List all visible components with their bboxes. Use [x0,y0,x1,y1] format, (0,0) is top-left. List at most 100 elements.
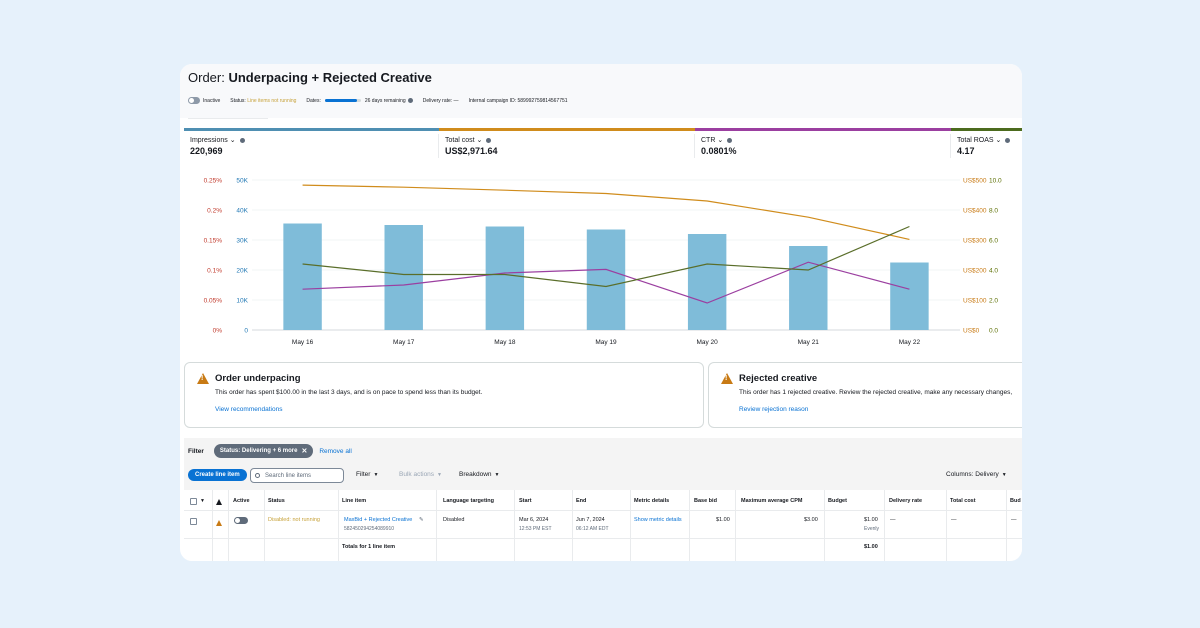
impressions-axis-tick: 50K [236,178,248,185]
filter-bar: Filter Status: Delivering + 6 more ✕ Remo… [188,444,352,458]
divider [572,490,573,561]
line-item-id: 582450294254089910 [344,526,395,532]
metric-label: Impressions ⌄ [190,136,245,144]
divider [436,490,437,561]
row-checkbox[interactable] [190,518,197,525]
chevron-down-icon[interactable]: ⌄ [995,137,1002,144]
col-bud[interactable]: Bud [1010,498,1021,504]
col-start[interactable]: Start [519,498,532,504]
divider [950,134,951,158]
col-language[interactable]: Language targeting [443,498,495,504]
ctr-axis-tick: 0% [213,328,223,335]
impressions-axis-tick: 0 [244,328,248,335]
view-recommendations-link[interactable]: View recommendations [215,406,283,413]
row-start-date: Mar 6, 2024 [519,517,549,523]
info-icon[interactable] [727,137,733,143]
metric-ctr[interactable]: CTR ⌄ 0.0801% [695,128,951,158]
filter-dropdown[interactable]: Filter ▼ [356,471,379,478]
warning-icon [197,373,209,384]
col-max-cpm[interactable]: Maximum average CPM [741,498,803,504]
col-line-item[interactable]: Line item [342,498,367,504]
status-toggle-label: Inactive [203,97,221,104]
impressions-axis-tick: 20K [236,268,248,275]
search-input[interactable]: Search line items [250,468,344,483]
impressions-axis-tick: 30K [236,238,248,245]
divider [884,490,885,561]
roas-axis-tick: 4.0 [989,268,998,275]
order-meta: Inactive Status: Line items not running … [188,97,578,104]
status-toggle[interactable]: Inactive [188,97,220,104]
cost-axis-tick: US$300 [963,238,987,245]
info-icon[interactable] [407,97,413,103]
chevron-down-icon[interactable]: ⌄ [476,137,483,144]
chevron-down-icon: ▼ [1001,472,1007,478]
info-icon[interactable] [1005,137,1011,143]
dates-progress-bar [324,98,361,102]
breakdown-dropdown[interactable]: Breakdown ▼ [459,471,500,478]
chart-bar [789,246,828,330]
review-rejection-reason-link[interactable]: Review rejection reason [739,406,809,413]
metric-impressions[interactable]: Impressions ⌄ 220,969 [184,128,439,158]
x-axis-tick: May 18 [494,339,516,346]
bulk-actions-dropdown[interactable]: Bulk actions ▼ [399,471,442,478]
chevron-down-icon[interactable]: ⌄ [717,137,724,144]
active-toggle[interactable] [234,517,248,524]
show-metric-details-link[interactable]: Show metric details [634,517,682,523]
roas-axis-tick: 2.0 [989,298,998,305]
performance-chart: 0% 0.05% 0.1% 0.15% 0.2% 0.25% 0 10K 20K 30K 40K 50… [204,178,1002,347]
columns-dropdown[interactable]: Columns: Delivery ▼ [946,471,1007,478]
col-base-bid[interactable]: Base bid [694,498,717,504]
remove-all-link[interactable]: Remove all [319,447,352,455]
chevron-down-icon[interactable]: ⌄ [229,137,236,144]
chart-bar [283,223,322,330]
divider [438,134,439,158]
line-item-link[interactable]: MaxBid + Rejected Creative [344,517,413,523]
order-name: Underpacing + Rejected Creative [228,70,432,85]
warning-icon [216,520,222,526]
filter-label: Filter [188,447,204,455]
totals-budget: $1.00 [864,544,878,550]
col-delivery-rate[interactable]: Delivery rate [889,498,923,504]
row-delivery-rate: — [890,517,896,523]
col-end[interactable]: End [576,498,587,504]
roas-axis-tick: 6.0 [989,238,998,245]
internal-id: Internal campaign ID: 589992759814567751 [468,97,568,104]
metric-total-cost[interactable]: Total cost ⌄ US$2,971.64 [439,128,695,158]
roas-axis-tick: 8.0 [989,208,998,215]
select-all-checkbox[interactable] [190,498,197,505]
metric-total-roas[interactable]: Total ROAS ⌄ 4.17 [951,128,1022,158]
col-active[interactable]: Active [233,498,250,504]
row-status: Disabled: not running [268,517,320,523]
close-icon[interactable]: ✕ [301,448,308,455]
chevron-down-icon: ▼ [494,472,500,478]
alert-title: Order underpacing [215,373,301,384]
col-status[interactable]: Status [268,498,285,504]
dates-progress-fill [324,98,358,102]
chart-line-cost [302,184,910,240]
ctr-axis-tick: 0.25% [204,178,223,185]
info-icon[interactable] [486,137,492,143]
divider [694,134,695,158]
chart-bar [586,229,626,330]
impressions-axis-tick: 10K [236,298,248,305]
edit-icon[interactable]: ✎ [419,517,424,523]
chevron-down-icon[interactable]: ▼ [200,498,205,504]
metric-value: 4.17 [957,146,975,156]
info-icon[interactable] [239,137,245,143]
create-line-item-button[interactable]: Create line item [188,469,247,481]
metric-label: Total ROAS ⌄ [957,136,1011,144]
table-toolbar: Create line item Search line items Filte… [188,468,1014,484]
col-total-cost[interactable]: Total cost [950,498,976,504]
chart-bar [687,234,727,330]
chart-bar [485,226,525,330]
status-filter-chip[interactable]: Status: Delivering + 6 more ✕ [213,444,314,458]
col-metric[interactable]: Metric details [634,498,670,504]
chevron-down-icon: ▼ [373,472,379,478]
col-budget[interactable]: Budget [828,498,847,504]
totals-label: Totals for 1 line item [342,544,396,550]
divider [264,490,265,561]
divider [212,490,213,561]
header-divider [188,118,268,119]
divider [689,490,690,561]
chevron-down-icon: ▼ [437,472,442,478]
